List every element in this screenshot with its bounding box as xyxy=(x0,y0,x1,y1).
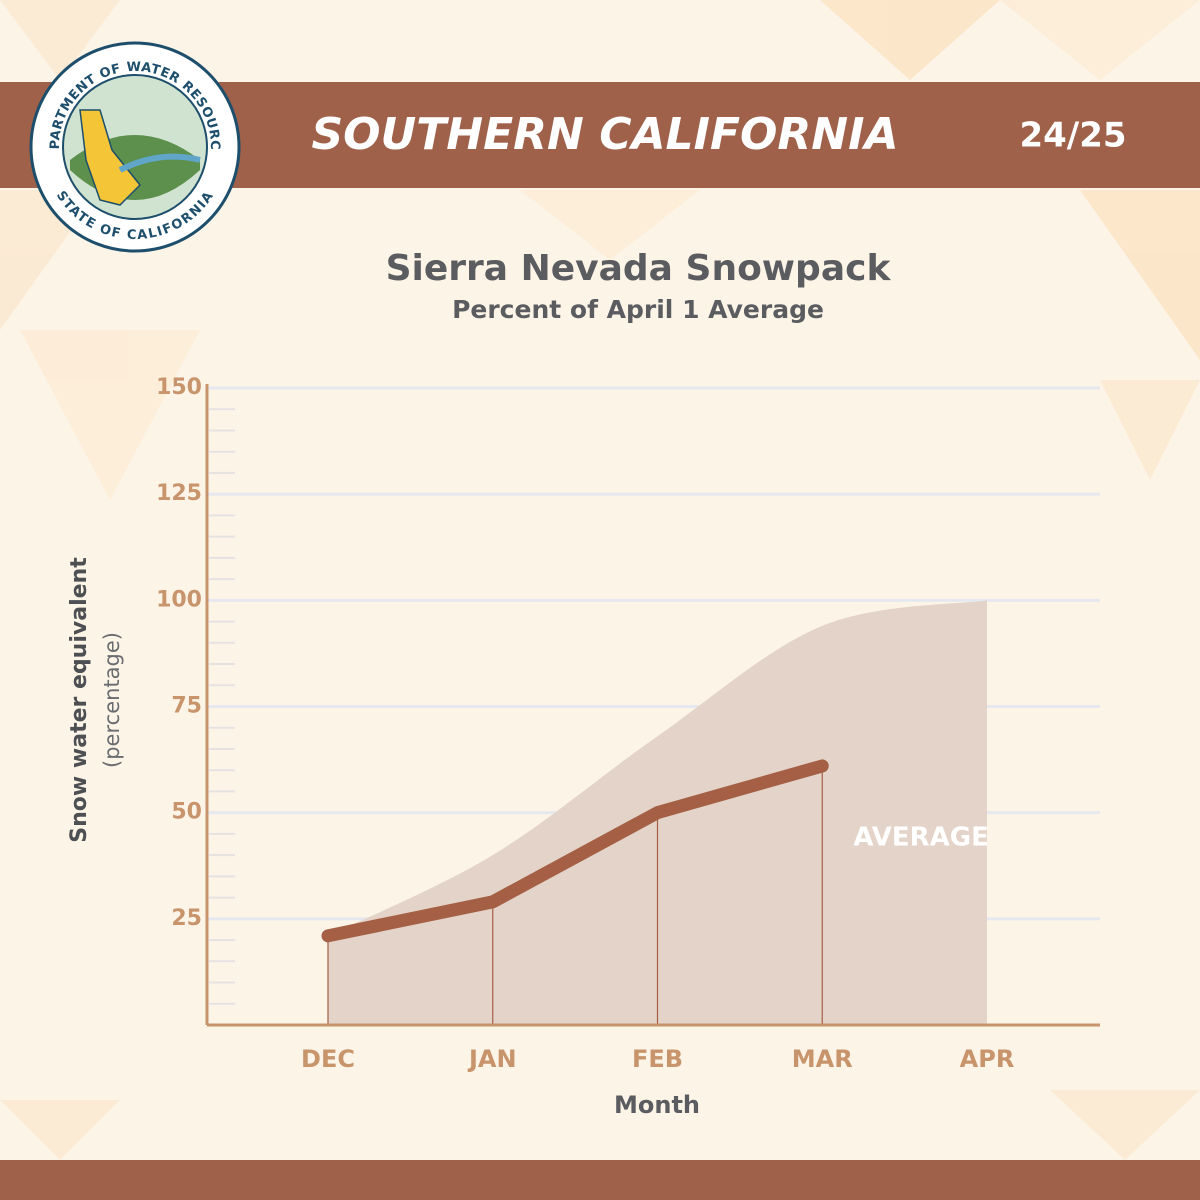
y-tick-label: 50 xyxy=(171,800,202,825)
y-axis-sublabel: (percentage) xyxy=(100,632,124,768)
seal: DEPARTMENT OF WATER RESOURCES STATE OF C… xyxy=(0,0,241,253)
header-title: SOUTHERN CALIFORNIA xyxy=(311,109,898,160)
y-tick-label: 75 xyxy=(171,694,202,719)
snowpack-line xyxy=(321,759,829,943)
y-axis-label: Snow water equivalent xyxy=(67,557,92,843)
x-tick-label: APR xyxy=(960,1045,1015,1073)
x-tick-label: DEC xyxy=(301,1045,355,1073)
area-label: AVERAGE xyxy=(853,823,988,853)
y-tick-label: 150 xyxy=(156,375,202,400)
x-tick-label: FEB xyxy=(632,1045,683,1073)
y-tick-label: 125 xyxy=(156,481,202,506)
y-tick-label: 25 xyxy=(171,906,202,931)
x-axis-label: Month xyxy=(614,1091,700,1119)
x-tick-label: MAR xyxy=(792,1045,853,1073)
background-pattern xyxy=(0,0,1200,1160)
x-tick-label: JAN xyxy=(467,1045,517,1073)
y-tick-label: 100 xyxy=(156,587,202,612)
footer-bar xyxy=(0,1160,1200,1200)
chart-subtitle: Percent of April 1 Average xyxy=(452,295,824,324)
plot: 25 50 75 100 125 150 AVERAGE DEC JAN FEB MAR APR xyxy=(156,375,1100,1073)
header-season: 24/25 xyxy=(1019,116,1126,156)
chart-title: Sierra Nevada Snowpack xyxy=(386,248,892,289)
